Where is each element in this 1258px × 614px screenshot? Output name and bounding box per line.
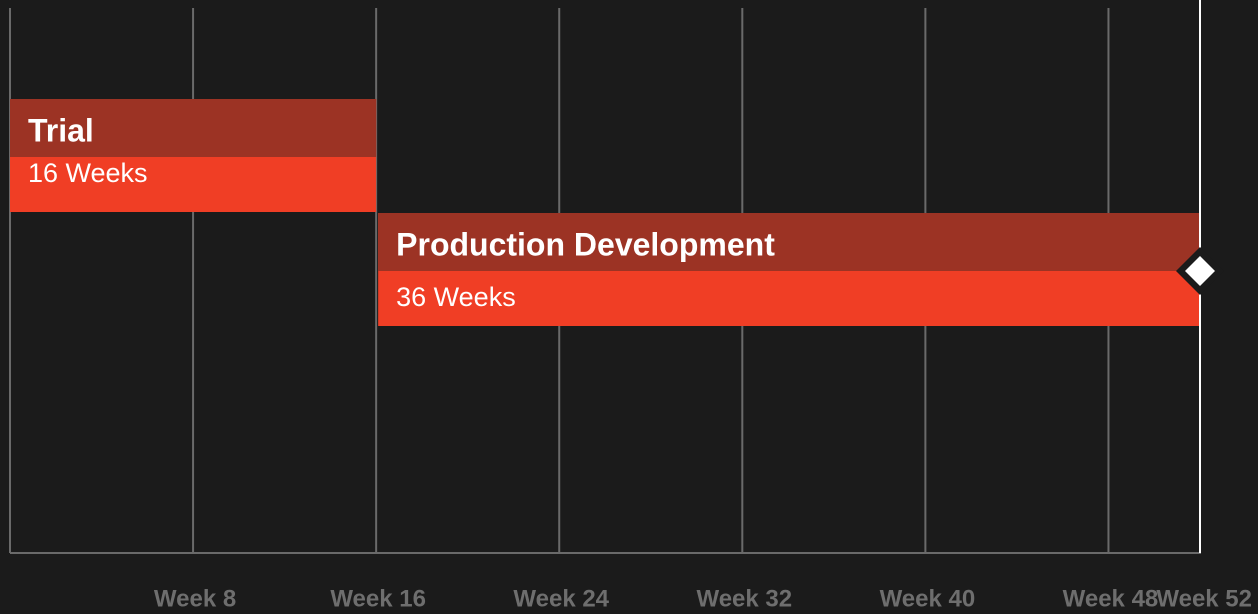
x-tick-label: Week 32 [696,585,792,612]
task-duration: 16 Weeks [28,158,148,188]
task-duration: 36 Weeks [396,282,516,312]
x-tick-label: Week 52 [1156,585,1252,612]
milestone-marker-inner [1185,256,1215,286]
x-tick-label: Week 48 [1063,585,1159,612]
task-header [378,213,1202,271]
x-tick-label: Week 16 [330,585,426,612]
task-name: Production Development [396,226,775,262]
x-tick-label: Week 24 [513,585,609,612]
task-name: Trial [28,112,94,148]
x-tick-label: Week 40 [880,585,976,612]
x-tick-label: Week 8 [154,585,236,612]
task-header [10,99,377,157]
